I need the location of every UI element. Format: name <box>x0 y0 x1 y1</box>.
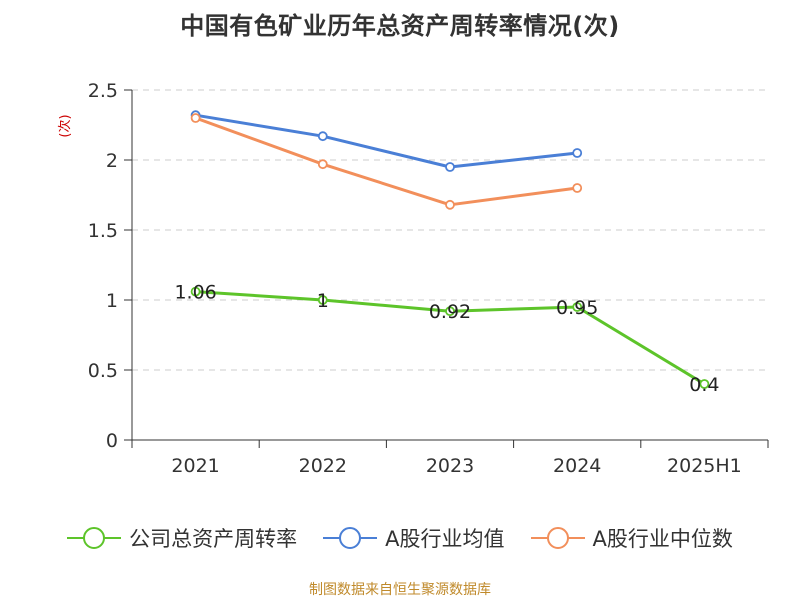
data-label: 1 <box>317 290 329 312</box>
legend-label: A股行业中位数 <box>592 527 733 551</box>
data-label: 0.92 <box>429 301 471 323</box>
y-tick-label: 1.5 <box>88 220 118 242</box>
data-label: 1.06 <box>174 282 216 304</box>
data-label: 0.4 <box>689 374 719 396</box>
x-tick-label: 2022 <box>299 455 347 477</box>
data-point <box>190 113 201 123</box>
data-point <box>317 131 328 142</box>
y-tick-label: 2.5 <box>88 80 118 102</box>
x-tick-label: 2024 <box>553 455 601 477</box>
legend-label: A股行业均值 <box>385 527 505 551</box>
data-point <box>572 183 583 193</box>
chart-title: 中国有色矿业历年总资产周转率情况(次) <box>180 12 620 40</box>
series-line <box>195 116 578 207</box>
x-tick-label: 2025H1 <box>667 455 742 477</box>
data-label: 0.95 <box>556 297 598 319</box>
data-point <box>572 302 583 312</box>
y-tick-label: 1 <box>106 290 118 312</box>
data-point <box>445 199 455 210</box>
series-line <box>195 113 578 169</box>
legend-marker-icon <box>530 526 585 550</box>
legend-label: 公司总资产周转率 <box>129 527 298 551</box>
chart-legend: 公司总资产周转率 A股行业均值 A股行业中位数 <box>0 518 800 558</box>
legend-item-industry-mean[interactable]: A股行业均值 <box>323 523 505 553</box>
data-point <box>445 162 455 172</box>
data-point <box>317 159 328 170</box>
data-point <box>572 148 583 158</box>
x-tick-label: 2023 <box>426 455 474 477</box>
data-point <box>699 379 710 389</box>
legend-item-company[interactable]: 公司总资产周转率 <box>67 523 297 553</box>
data-point <box>317 295 328 305</box>
data-point <box>445 306 455 317</box>
legend-marker-icon <box>323 526 378 550</box>
y-tick-label: 0 <box>106 430 118 452</box>
x-tick-label: 2021 <box>171 455 219 477</box>
data-source-note: 制图数据来自恒生聚源数据库 <box>309 582 491 598</box>
y-tick-label: 0.5 <box>88 360 118 382</box>
y-tick-label: 2 <box>106 150 118 172</box>
data-point <box>190 286 201 297</box>
legend-marker-icon <box>67 526 122 550</box>
legend-item-industry-median[interactable]: A股行业中位数 <box>530 523 733 553</box>
